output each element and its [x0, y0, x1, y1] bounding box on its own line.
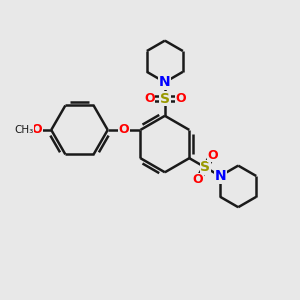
Text: S: S [160, 92, 170, 106]
Text: CH₃: CH₃ [14, 125, 33, 135]
Text: O: O [144, 92, 155, 105]
Text: O: O [207, 148, 218, 161]
Text: S: S [200, 160, 210, 174]
Text: N: N [159, 75, 171, 89]
Text: N: N [214, 169, 226, 183]
Text: O: O [119, 123, 129, 136]
Text: O: O [175, 92, 186, 105]
Text: O: O [193, 173, 203, 186]
Text: O: O [32, 123, 42, 136]
